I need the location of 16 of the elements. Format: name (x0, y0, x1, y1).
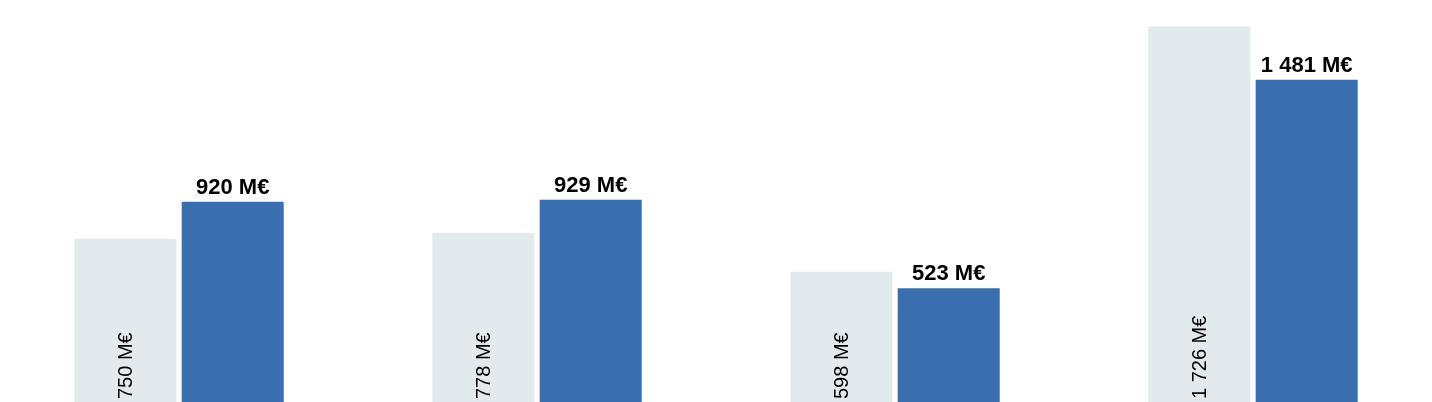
data-label: 1 726 M€ (1188, 315, 1211, 399)
bar (897, 288, 1000, 402)
bar (74, 238, 177, 402)
bar (432, 232, 535, 402)
data-label: 1 481 M€ (1260, 51, 1353, 77)
data-label: 920 M€ (196, 173, 270, 199)
bar (539, 199, 642, 402)
bar (790, 271, 893, 402)
data-label: 523 M€ (912, 260, 986, 286)
bar (1148, 26, 1251, 402)
bar (181, 201, 284, 402)
data-label: 778 M€ (472, 332, 495, 399)
data-label: 929 M€ (554, 171, 628, 197)
data-label: 598 M€ (830, 332, 853, 399)
data-label: 750 M€ (114, 332, 137, 399)
bar (1255, 79, 1358, 402)
